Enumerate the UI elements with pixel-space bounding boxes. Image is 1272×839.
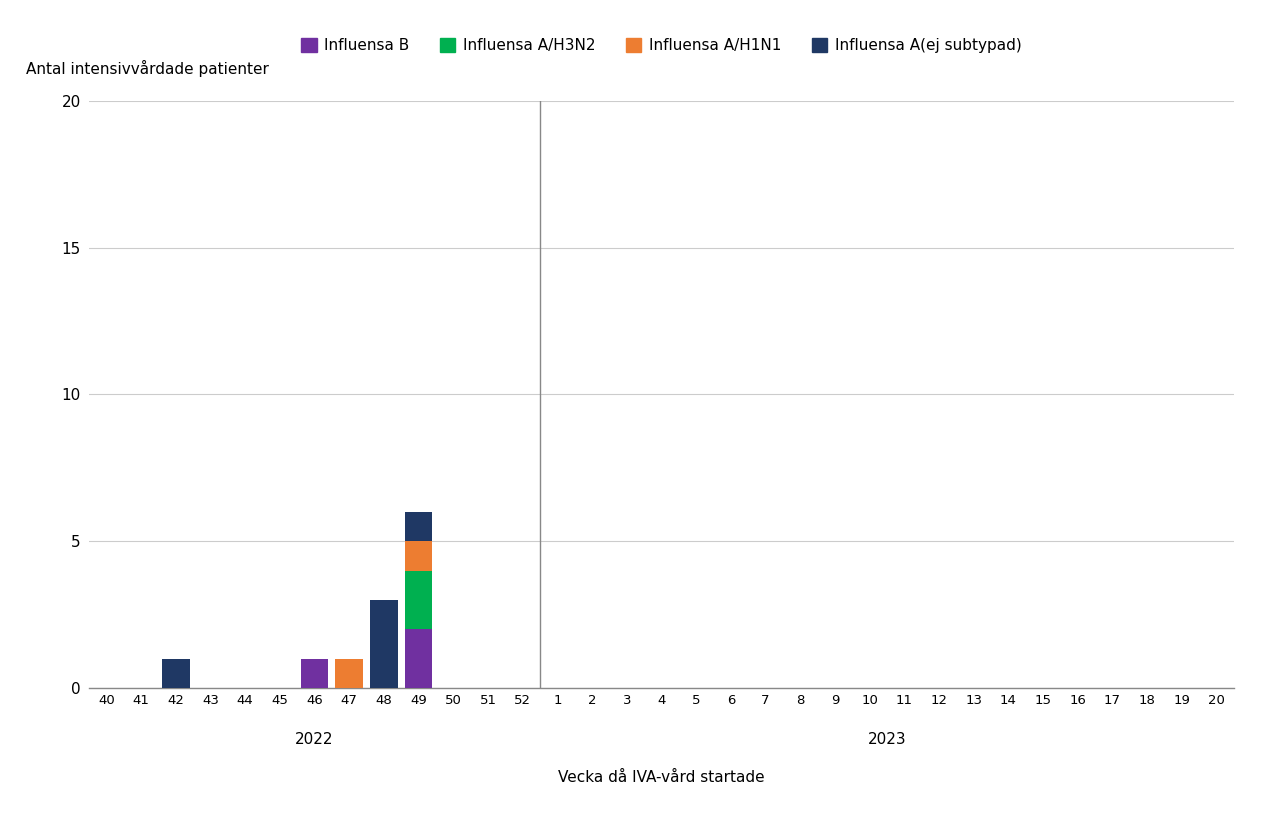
Bar <box>370 600 398 688</box>
Bar <box>404 541 432 571</box>
Bar <box>404 512 432 541</box>
Bar <box>300 659 328 688</box>
Bar <box>162 659 190 688</box>
Bar <box>336 659 363 688</box>
Bar <box>404 571 432 629</box>
X-axis label: Vecka då IVA-vård startade: Vecka då IVA-vård startade <box>558 770 764 785</box>
Text: Antal intensivvårdade patienter: Antal intensivvårdade patienter <box>27 60 268 77</box>
Text: 2022: 2022 <box>295 732 333 748</box>
Legend: Influensa B, Influensa A/H3N2, Influensa A/H1N1, Influensa A(ej subtypad): Influensa B, Influensa A/H3N2, Influensa… <box>295 32 1028 60</box>
Bar <box>404 629 432 688</box>
Text: 2023: 2023 <box>868 732 906 748</box>
